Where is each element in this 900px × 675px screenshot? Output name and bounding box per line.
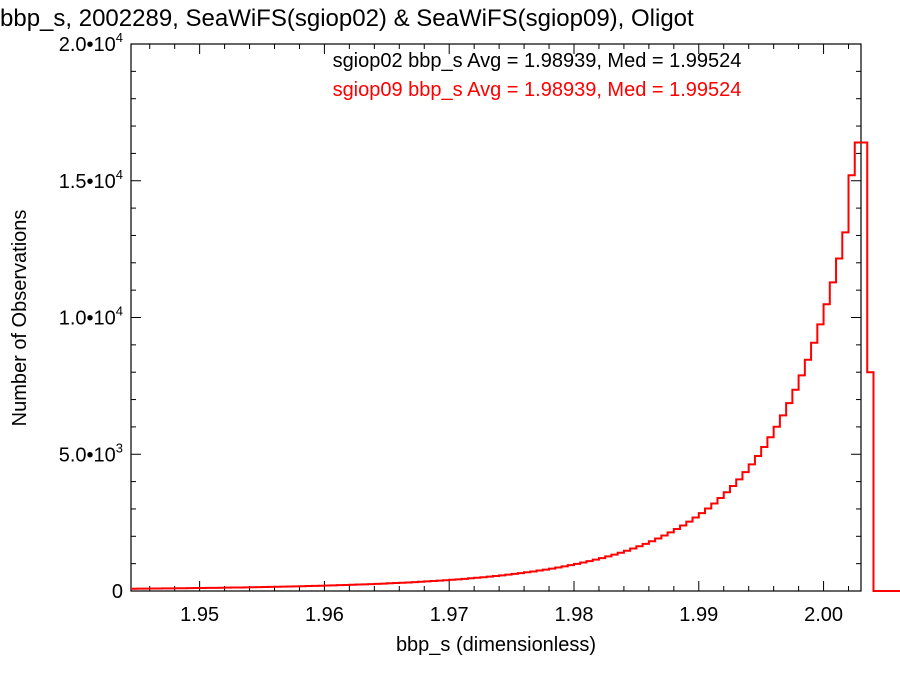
y-axis-label: Number of Observations — [9, 210, 31, 427]
series-group — [131, 141, 900, 592]
chart-title: bbp_s, 2002289, SeaWiFS(sgiop02) & SeaWi… — [0, 5, 694, 32]
y-tick-mantissa: 0 — [112, 581, 123, 603]
y-tick-mantissa: 5.0•10 — [59, 444, 116, 466]
annotation-sgiop02: sgiop02 bbp_s Avg = 1.98939, Med = 1.995… — [333, 50, 742, 72]
annotation-sgiop09: sgiop09 bbp_s Avg = 1.98939, Med = 1.995… — [333, 79, 742, 101]
x-tick-label: 2.00 — [804, 604, 843, 626]
x-tick-label: 1.96 — [305, 604, 344, 626]
y-tick-mantissa: 1.5•10 — [59, 171, 116, 193]
y-tick-mantissa: 2.0•10 — [59, 34, 116, 56]
y-tick-label: 5.0•103 — [59, 440, 123, 466]
y-tick-exponent: 4 — [116, 167, 123, 182]
y-tick-label: 1.0•104 — [59, 304, 123, 330]
x-tick-label: 1.95 — [180, 604, 219, 626]
x-tick-label: 1.97 — [430, 604, 469, 626]
y-tick-label: 1.5•104 — [59, 167, 123, 193]
plot-frame — [130, 43, 862, 592]
y-tick-label: 0 — [112, 581, 123, 603]
histogram-series-line — [131, 141, 900, 592]
y-tick-exponent: 4 — [116, 304, 123, 319]
x-tick-label: 1.98 — [555, 604, 594, 626]
x-axis-ticks: 1.95 1.96 1.97 1.98 1.99 2.00 — [149, 44, 850, 626]
y-tick-label: 2.0•104 — [59, 30, 123, 56]
y-tick-mantissa: 1.0•10 — [59, 308, 116, 330]
y-tick-exponent: 4 — [116, 30, 123, 45]
y-tick-exponent: 3 — [116, 440, 123, 455]
x-axis-label: bbp_s (dimensionless) — [396, 634, 596, 656]
x-tick-label: 1.99 — [679, 604, 718, 626]
